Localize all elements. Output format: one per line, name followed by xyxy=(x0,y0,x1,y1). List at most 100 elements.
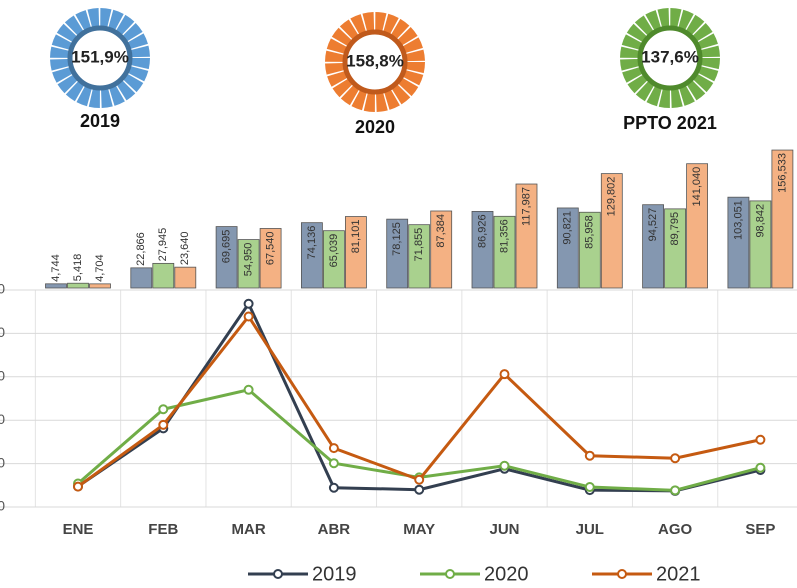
bar-value-label: 103,051 xyxy=(732,200,744,240)
gauge-label: 2019 xyxy=(80,111,120,131)
bar xyxy=(686,163,708,289)
x-tick-label: JUL xyxy=(576,521,604,538)
bar xyxy=(727,196,750,289)
bar xyxy=(386,218,409,289)
bar-value-label: 141,040 xyxy=(691,167,703,207)
x-tick-label: JUN xyxy=(489,521,519,538)
bar xyxy=(642,204,664,289)
gauge-label: 2020 xyxy=(355,117,395,137)
x-tick-label: MAR xyxy=(232,521,266,538)
bar xyxy=(322,230,345,289)
line-point xyxy=(73,481,83,492)
bar-value-label: 74,136 xyxy=(306,226,318,260)
line-point xyxy=(243,298,254,309)
gauge-value: 151,9% xyxy=(71,47,129,66)
bar-value-label: 78,125 xyxy=(391,222,403,256)
y-tick-label: 40 xyxy=(0,324,5,340)
legend-label: 2021 xyxy=(656,563,701,585)
bar xyxy=(174,266,197,289)
bar xyxy=(408,224,431,289)
bar-value-label: 89,795 xyxy=(669,212,681,246)
gauge-value: 137,6% xyxy=(641,47,699,66)
bar-value-label: 69,695 xyxy=(221,230,233,264)
bar xyxy=(130,267,153,289)
line-point xyxy=(670,485,681,496)
bar xyxy=(67,282,89,289)
bar-value-label: 23,640 xyxy=(179,232,191,266)
bar-value-label: 54,950 xyxy=(243,243,255,277)
bar xyxy=(493,215,516,289)
bar-value-label: 65,039 xyxy=(328,234,340,268)
bar-value-label: 81,101 xyxy=(350,220,362,254)
bar xyxy=(237,239,260,289)
line-point xyxy=(499,369,510,380)
line-point xyxy=(584,450,595,461)
legend-label: 2019 xyxy=(312,563,357,585)
line-series xyxy=(77,300,761,493)
y-tick-label: 0 xyxy=(0,498,5,514)
line-point xyxy=(158,404,169,415)
bar-value-label: 27,945 xyxy=(157,228,169,262)
line-point xyxy=(158,419,169,430)
bar-value-label: 4,744 xyxy=(50,254,62,282)
bar-value-label: 85,958 xyxy=(584,215,596,249)
line-point xyxy=(670,453,681,464)
bar-value-label: 98,842 xyxy=(754,204,766,238)
legend-label: 2020 xyxy=(484,563,529,585)
bar xyxy=(300,222,323,289)
bar xyxy=(771,149,794,289)
line-series xyxy=(77,313,761,488)
line-point xyxy=(414,484,425,495)
bar xyxy=(430,210,453,289)
y-tick-label: 10 xyxy=(0,454,5,470)
gauge-ring xyxy=(50,8,150,108)
bar-value-label: 129,802 xyxy=(606,177,618,217)
gauge-ring xyxy=(325,12,425,112)
line-point xyxy=(243,384,254,395)
x-tick-label: FEB xyxy=(148,521,178,538)
line-point xyxy=(328,458,339,469)
bar xyxy=(664,208,686,289)
line-point xyxy=(755,462,766,473)
y-tick-label: 20 xyxy=(0,411,5,427)
bar-value-label: 71,855 xyxy=(413,228,425,262)
bar-value-label: 67,540 xyxy=(265,231,277,265)
legend-marker xyxy=(617,569,627,579)
line-point xyxy=(584,482,595,493)
line-point xyxy=(414,474,425,485)
line-point xyxy=(243,311,254,322)
bar xyxy=(89,283,111,289)
y-tick-label: 30 xyxy=(0,368,5,384)
bar xyxy=(556,207,579,289)
x-tick-label: MAY xyxy=(403,521,435,538)
bar-value-label: 5,418 xyxy=(72,254,84,282)
x-tick-label: SEP xyxy=(745,521,775,538)
bar xyxy=(578,211,601,289)
gauge-center xyxy=(643,31,697,85)
line-point xyxy=(499,460,510,471)
gauge-inner-ring xyxy=(67,25,133,91)
bar-value-label: 87,384 xyxy=(435,214,447,248)
gauge-value: 158,8% xyxy=(346,51,404,70)
gauge-inner-ring xyxy=(342,29,408,95)
x-tick-label: ENE xyxy=(63,521,94,538)
bar-value-label: 90,821 xyxy=(562,211,574,245)
bar-value-label: 156,533 xyxy=(776,153,788,193)
bar-value-label: 117,987 xyxy=(520,187,532,226)
x-tick-label: AGO xyxy=(658,521,693,538)
bar-value-label: 4,704 xyxy=(94,254,106,282)
gauge-center xyxy=(348,35,402,89)
x-tick-label: ABR xyxy=(318,521,351,538)
bar-value-label: 94,527 xyxy=(647,208,659,242)
gauge-center xyxy=(73,31,127,85)
gauge-inner-ring xyxy=(637,25,703,91)
bar-value-label: 86,926 xyxy=(476,214,488,248)
legend-marker xyxy=(445,569,455,579)
bar xyxy=(45,283,67,289)
bar xyxy=(471,210,494,289)
bar xyxy=(515,183,538,289)
bar-value-label: 22,866 xyxy=(135,232,147,266)
bar xyxy=(215,226,238,289)
y-tick-label: 50 xyxy=(0,281,5,297)
